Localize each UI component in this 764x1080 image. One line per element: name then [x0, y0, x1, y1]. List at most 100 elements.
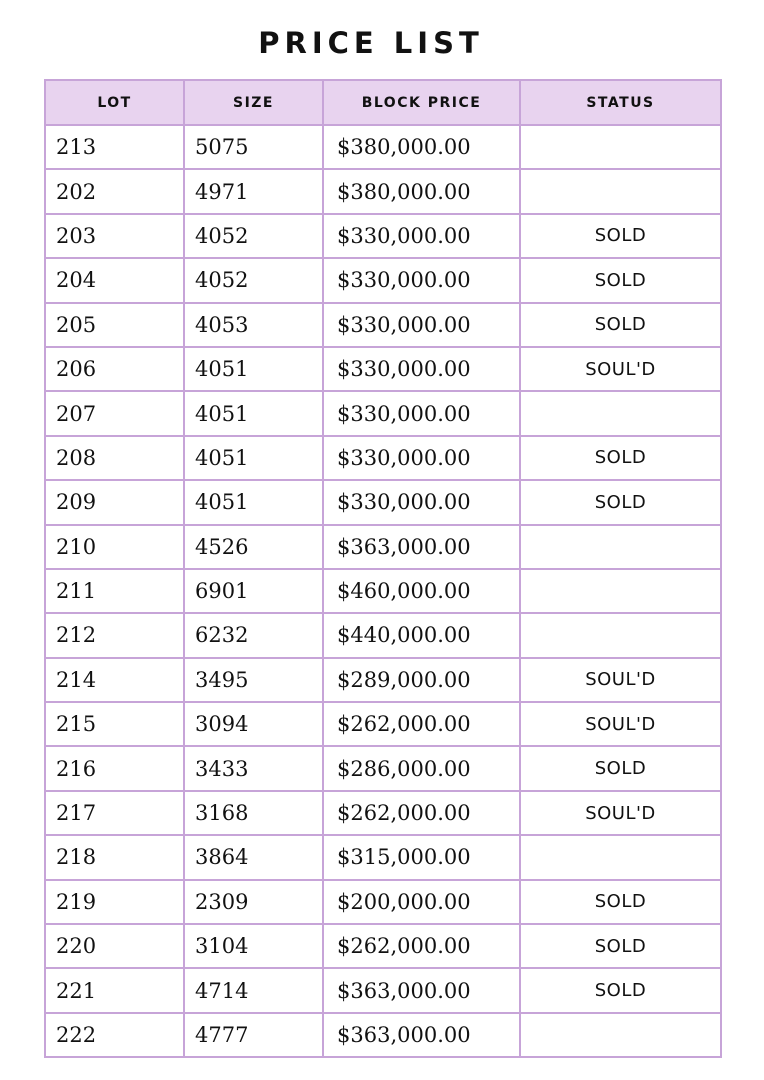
- status-cell: SOLD: [519, 479, 722, 526]
- table-row: 211 6901 $460,000.00: [44, 567, 722, 615]
- table-row: 214 3495 $289,000.00 SOUL'D: [44, 656, 722, 704]
- lot-cell: 208: [44, 434, 185, 482]
- column-header-size: SIZE: [183, 79, 324, 126]
- lot-cell: 218: [44, 834, 185, 881]
- lot-cell: 220: [44, 923, 185, 970]
- table-row: 212 6232 $440,000.00: [44, 612, 722, 659]
- lot-cell: 221: [44, 967, 185, 1014]
- size-cell: 4052: [183, 212, 324, 260]
- column-header-block-price: BLOCK PRICE: [322, 79, 521, 126]
- lot-cell: 204: [44, 257, 185, 304]
- table-row: 208 4051 $330,000.00 SOLD: [44, 434, 722, 482]
- lot-cell: 206: [44, 345, 185, 393]
- table-row: 215 3094 $262,000.00 SOUL'D: [44, 701, 722, 748]
- lot-cell: 219: [44, 878, 185, 926]
- lot-cell: 222: [44, 1011, 185, 1059]
- status-cell: [519, 123, 722, 171]
- status-cell: SOLD: [519, 967, 722, 1014]
- size-cell: 4714: [183, 967, 324, 1014]
- block-price-cell: $262,000.00: [322, 789, 521, 837]
- lot-cell: 217: [44, 789, 185, 837]
- status-cell: [519, 523, 722, 570]
- lot-cell: 203: [44, 212, 185, 260]
- table-row: 218 3864 $315,000.00: [44, 834, 722, 881]
- column-header-status: STATUS: [519, 79, 722, 126]
- block-price-cell: $286,000.00: [322, 745, 521, 792]
- block-price-cell: $363,000.00: [322, 967, 521, 1014]
- block-price-cell: $440,000.00: [322, 612, 521, 659]
- table-header-row: LOT SIZE BLOCK PRICE STATUS: [44, 79, 722, 126]
- status-cell: SOUL'D: [519, 701, 722, 748]
- status-cell: SOLD: [519, 434, 722, 482]
- block-price-cell: $330,000.00: [322, 345, 521, 393]
- block-price-cell: $380,000.00: [322, 168, 521, 215]
- table-row: 213 5075 $380,000.00: [44, 123, 722, 171]
- lot-cell: 215: [44, 701, 185, 748]
- status-cell: SOUL'D: [519, 345, 722, 393]
- table-row: 210 4526 $363,000.00: [44, 523, 722, 570]
- block-price-cell: $380,000.00: [322, 123, 521, 171]
- lot-cell: 207: [44, 390, 185, 437]
- size-cell: 4971: [183, 168, 324, 215]
- size-cell: 6901: [183, 567, 324, 615]
- status-cell: SOLD: [519, 923, 722, 970]
- size-cell: 3495: [183, 656, 324, 704]
- table-row: 217 3168 $262,000.00 SOUL'D: [44, 789, 722, 837]
- status-cell: SOUL'D: [519, 656, 722, 704]
- status-cell: [519, 168, 722, 215]
- status-cell: [519, 612, 722, 659]
- block-price-cell: $200,000.00: [322, 878, 521, 926]
- table-row: 220 3104 $262,000.00 SOLD: [44, 923, 722, 970]
- block-price-cell: $330,000.00: [322, 301, 521, 348]
- table-row: 221 4714 $363,000.00 SOLD: [44, 967, 722, 1014]
- lot-cell: 216: [44, 745, 185, 792]
- table-row: 203 4052 $330,000.00 SOLD: [44, 212, 722, 260]
- block-price-cell: $262,000.00: [322, 923, 521, 970]
- table-row: 222 4777 $363,000.00: [44, 1011, 722, 1059]
- table-row: 204 4052 $330,000.00 SOLD: [44, 257, 722, 304]
- table-row: 207 4051 $330,000.00: [44, 390, 722, 437]
- status-cell: [519, 1011, 722, 1059]
- size-cell: 6232: [183, 612, 324, 659]
- status-cell: [519, 390, 722, 437]
- size-cell: 4052: [183, 257, 324, 304]
- status-cell: SOLD: [519, 212, 722, 260]
- page-title: PRICE LIST: [258, 26, 484, 60]
- block-price-cell: $330,000.00: [322, 257, 521, 304]
- lot-cell: 211: [44, 567, 185, 615]
- lot-cell: 213: [44, 123, 185, 171]
- size-cell: 3094: [183, 701, 324, 748]
- size-cell: 4051: [183, 345, 324, 393]
- status-cell: SOLD: [519, 257, 722, 304]
- block-price-cell: $460,000.00: [322, 567, 521, 615]
- table-row: 219 2309 $200,000.00 SOLD: [44, 878, 722, 926]
- size-cell: 3104: [183, 923, 324, 970]
- block-price-cell: $363,000.00: [322, 523, 521, 570]
- size-cell: 4051: [183, 390, 324, 437]
- size-cell: 2309: [183, 878, 324, 926]
- status-cell: SOUL'D: [519, 789, 722, 837]
- table-body: 213 5075 $380,000.00 202 4971 $380,000.00 203 4…: [44, 123, 722, 1059]
- block-price-cell: $330,000.00: [322, 434, 521, 482]
- price-list-table: LOT SIZE BLOCK PRICE STATUS 213 5075 $380,…: [44, 79, 722, 1059]
- size-cell: 4526: [183, 523, 324, 570]
- block-price-cell: $315,000.00: [322, 834, 521, 881]
- block-price-cell: $363,000.00: [322, 1011, 521, 1059]
- status-cell: [519, 567, 722, 615]
- table-row: 206 4051 $330,000.00 SOUL'D: [44, 345, 722, 393]
- status-cell: SOLD: [519, 745, 722, 792]
- size-cell: 4053: [183, 301, 324, 348]
- block-price-cell: $330,000.00: [322, 479, 521, 526]
- table-row: 216 3433 $286,000.00 SOLD: [44, 745, 722, 792]
- lot-cell: 212: [44, 612, 185, 659]
- size-cell: 3864: [183, 834, 324, 881]
- size-cell: 5075: [183, 123, 324, 171]
- size-cell: 4051: [183, 434, 324, 482]
- status-cell: SOLD: [519, 878, 722, 926]
- size-cell: 3433: [183, 745, 324, 792]
- lot-cell: 205: [44, 301, 185, 348]
- block-price-cell: $262,000.00: [322, 701, 521, 748]
- size-cell: 3168: [183, 789, 324, 837]
- lot-cell: 209: [44, 479, 185, 526]
- block-price-cell: $330,000.00: [322, 212, 521, 260]
